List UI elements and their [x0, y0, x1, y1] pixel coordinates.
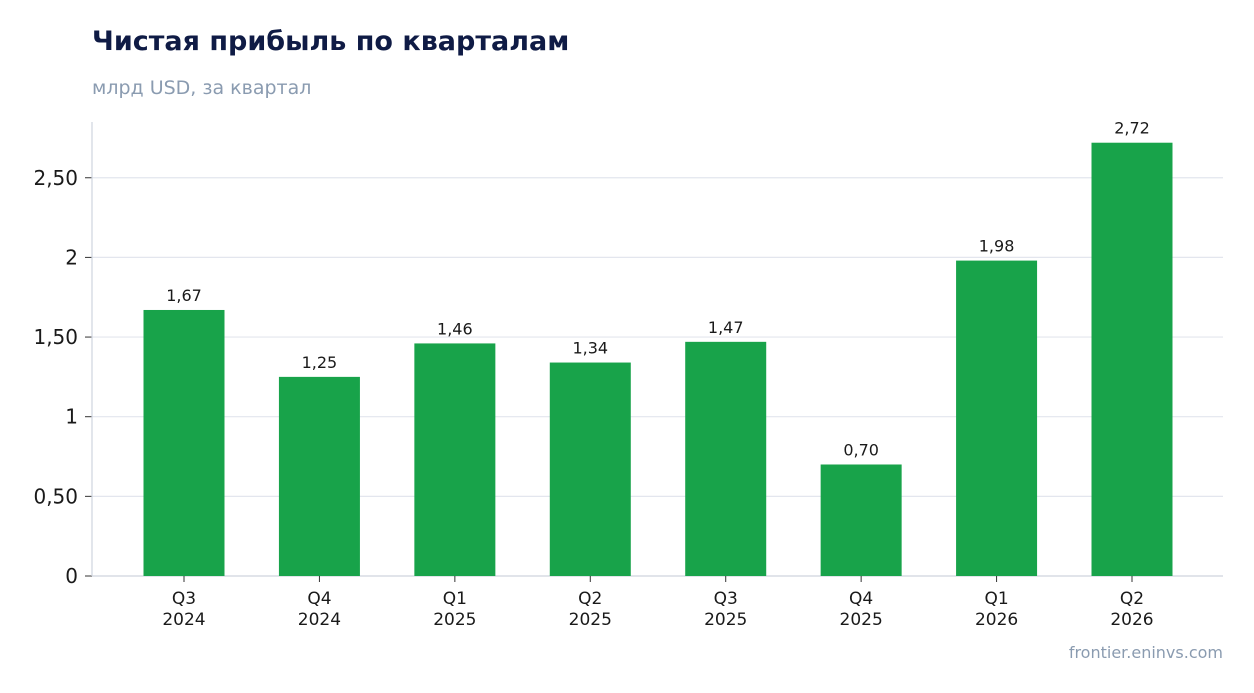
chart-title: Чистая прибыль по кварталам: [92, 26, 570, 57]
bar[interactable]: [278, 376, 360, 576]
data-label: 1,47: [708, 318, 744, 337]
data-label: 0,70: [843, 440, 879, 459]
source-link[interactable]: frontier.eninvs.com: [1068, 643, 1223, 662]
data-label: 2,72: [1114, 119, 1150, 138]
bar[interactable]: [1091, 142, 1173, 576]
x-tick-label-year: 2024: [298, 610, 341, 630]
y-tick-label: 0: [65, 564, 78, 588]
y-tick-label: 1: [65, 405, 78, 429]
chart-subtitle: млрд USD, за квартал: [92, 77, 312, 99]
x-tick-label-year: 2025: [704, 610, 747, 630]
y-tick-label: 0,50: [33, 484, 78, 508]
data-label: 1,25: [302, 353, 338, 372]
x-tick-label-quarter: Q4: [849, 589, 873, 609]
grid-lines: [92, 177, 1223, 497]
x-tick-label-year: 2025: [433, 610, 476, 630]
labels: 00,5011,5022,501,67Q320241,25Q420241,46Q…: [33, 119, 1153, 630]
bars: [143, 142, 1173, 576]
bar[interactable]: [685, 341, 767, 576]
bar[interactable]: [549, 362, 631, 576]
bar[interactable]: [414, 343, 496, 576]
x-tick-label-year: 2024: [162, 610, 205, 630]
x-tick-label-quarter: Q3: [172, 589, 196, 609]
data-label: 1,34: [572, 339, 608, 358]
x-tick-label-quarter: Q3: [714, 589, 738, 609]
x-tick-label-year: 2025: [569, 610, 612, 630]
axes: [85, 122, 1223, 582]
y-tick-label: 1,50: [33, 325, 78, 349]
x-tick-label-quarter: Q1: [443, 589, 467, 609]
x-tick-label-year: 2026: [975, 610, 1018, 630]
data-label: 1,67: [166, 286, 202, 305]
x-tick-label-quarter: Q2: [578, 589, 602, 609]
y-tick-label: 2: [65, 245, 78, 269]
bar[interactable]: [143, 309, 225, 576]
x-tick-label-quarter: Q4: [307, 589, 331, 609]
y-tick-label: 2,50: [33, 166, 78, 190]
x-tick-label-year: 2025: [840, 610, 883, 630]
bar[interactable]: [820, 464, 902, 576]
x-tick-label-quarter: Q2: [1120, 589, 1144, 609]
data-label: 1,46: [437, 319, 473, 338]
data-label: 1,98: [979, 237, 1015, 256]
x-tick-label-quarter: Q1: [984, 589, 1008, 609]
bar[interactable]: [956, 260, 1038, 576]
x-tick-label-year: 2026: [1110, 610, 1153, 630]
